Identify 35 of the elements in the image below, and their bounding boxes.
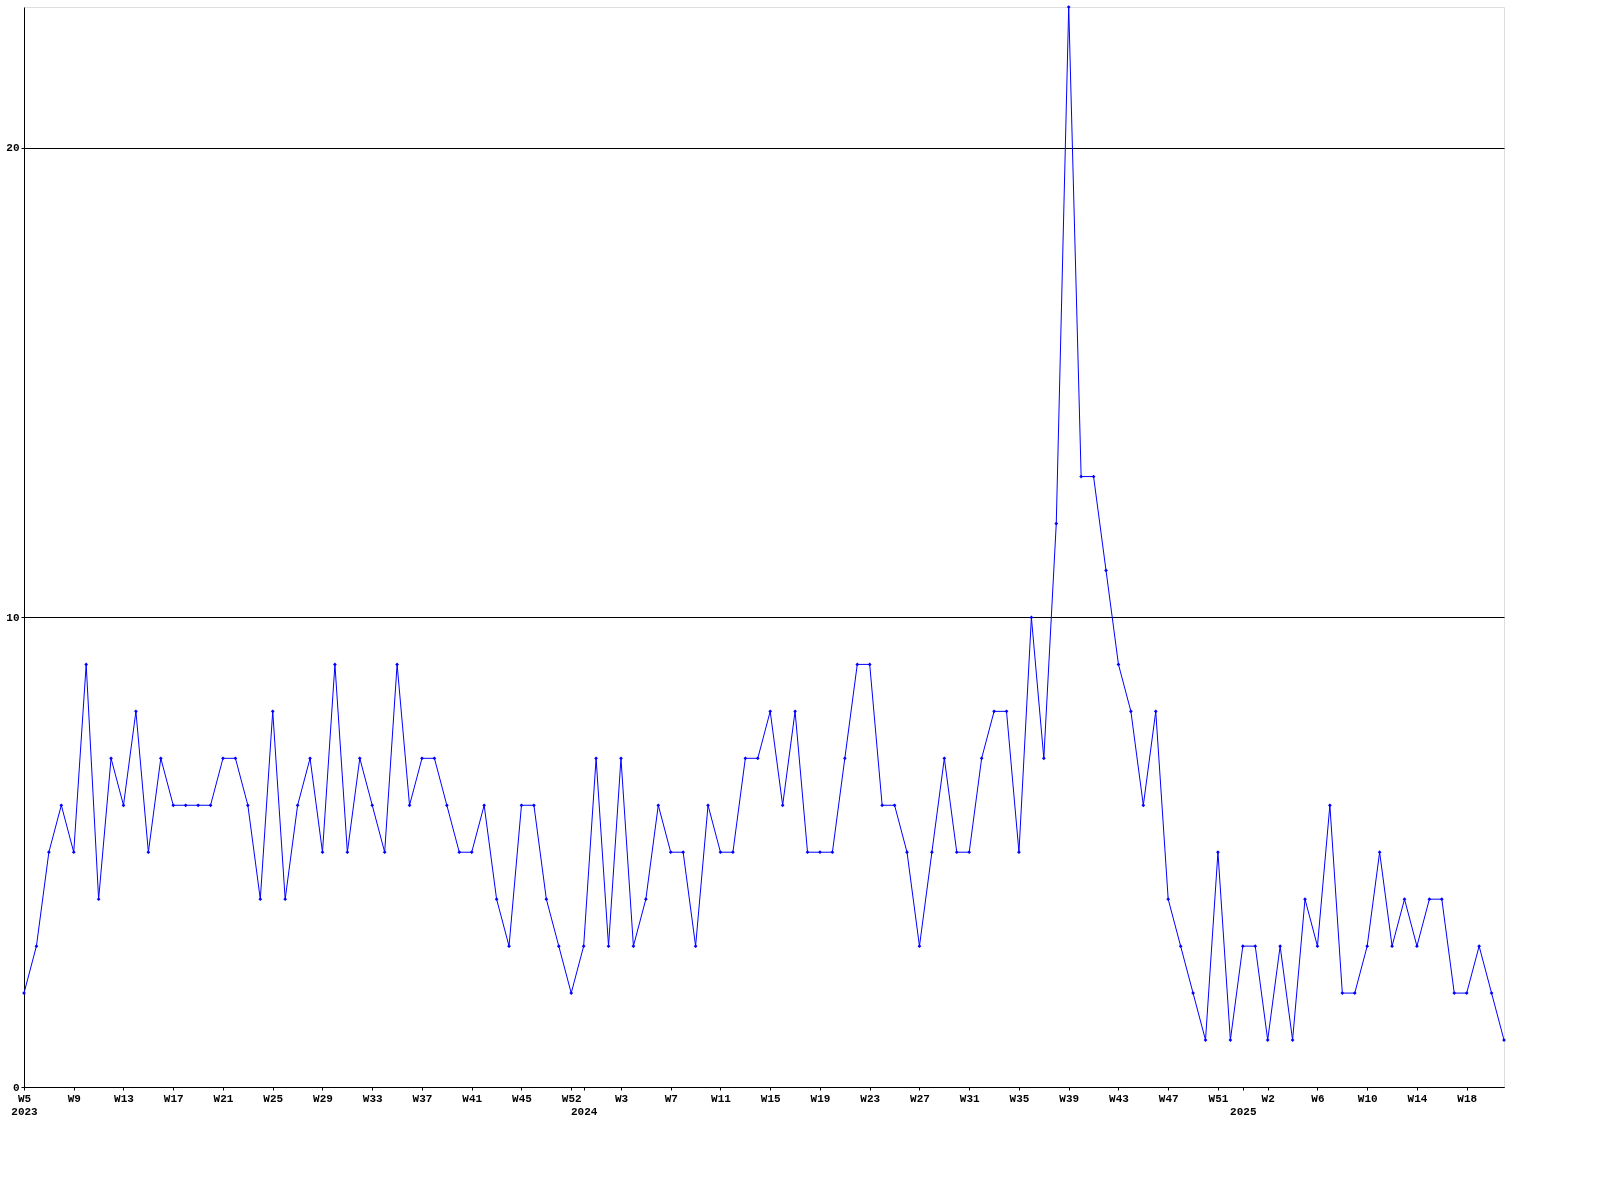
x-tick-label: W13 [114,1092,135,1105]
x-tick-label: W39 [1059,1092,1080,1105]
x-tick-label: W11 [711,1092,732,1105]
x-tick-label: W6 [1311,1092,1325,1105]
y-tick-label: 20 [6,142,20,155]
x-tick-label: 2025 [1230,1105,1257,1118]
x-tick-label: W7 [664,1092,678,1105]
y-tick-label: 0 [12,1081,20,1094]
x-tick-label: W5 2023 [11,1092,39,1118]
x-tick-label: W37 [412,1092,433,1105]
x-tick-label: W21 [213,1092,234,1105]
x-tick-label: W29 [313,1092,333,1105]
x-tick-label: 2024 [570,1105,598,1118]
x-tick-label: W45 [512,1092,533,1105]
x-tick-label: W3 [614,1092,629,1105]
x-tick-label: W41 [462,1092,483,1105]
x-tick-label: W47 [1158,1092,1179,1105]
x-tick-label: W31 [959,1092,981,1105]
x-tick-label: W43 [1109,1092,1130,1105]
x-tick-label: W14 [1407,1092,1428,1105]
x-tick-label: W23 [860,1092,881,1105]
x-tick-label: W25 [263,1092,284,1105]
x-tick-label: W18 [1457,1092,1478,1105]
x-tick-label: W33 [362,1092,384,1105]
x-tick-label: W35 [1009,1092,1030,1105]
x-tick-label: W15 [760,1092,782,1105]
x-tick-label: W10 [1357,1092,1378,1105]
y-tick-label: 10 [6,611,20,624]
x-tick-label: W17 [163,1092,184,1105]
x-tick-label: W51 [1208,1092,1229,1105]
x-tick-label: W9 [67,1092,81,1105]
x-tick-label: W27 [910,1092,930,1105]
x-tick-label: W2 [1261,1092,1275,1105]
x-tick-label: W19 [810,1092,831,1105]
x-tick-label: W52 [561,1092,582,1105]
